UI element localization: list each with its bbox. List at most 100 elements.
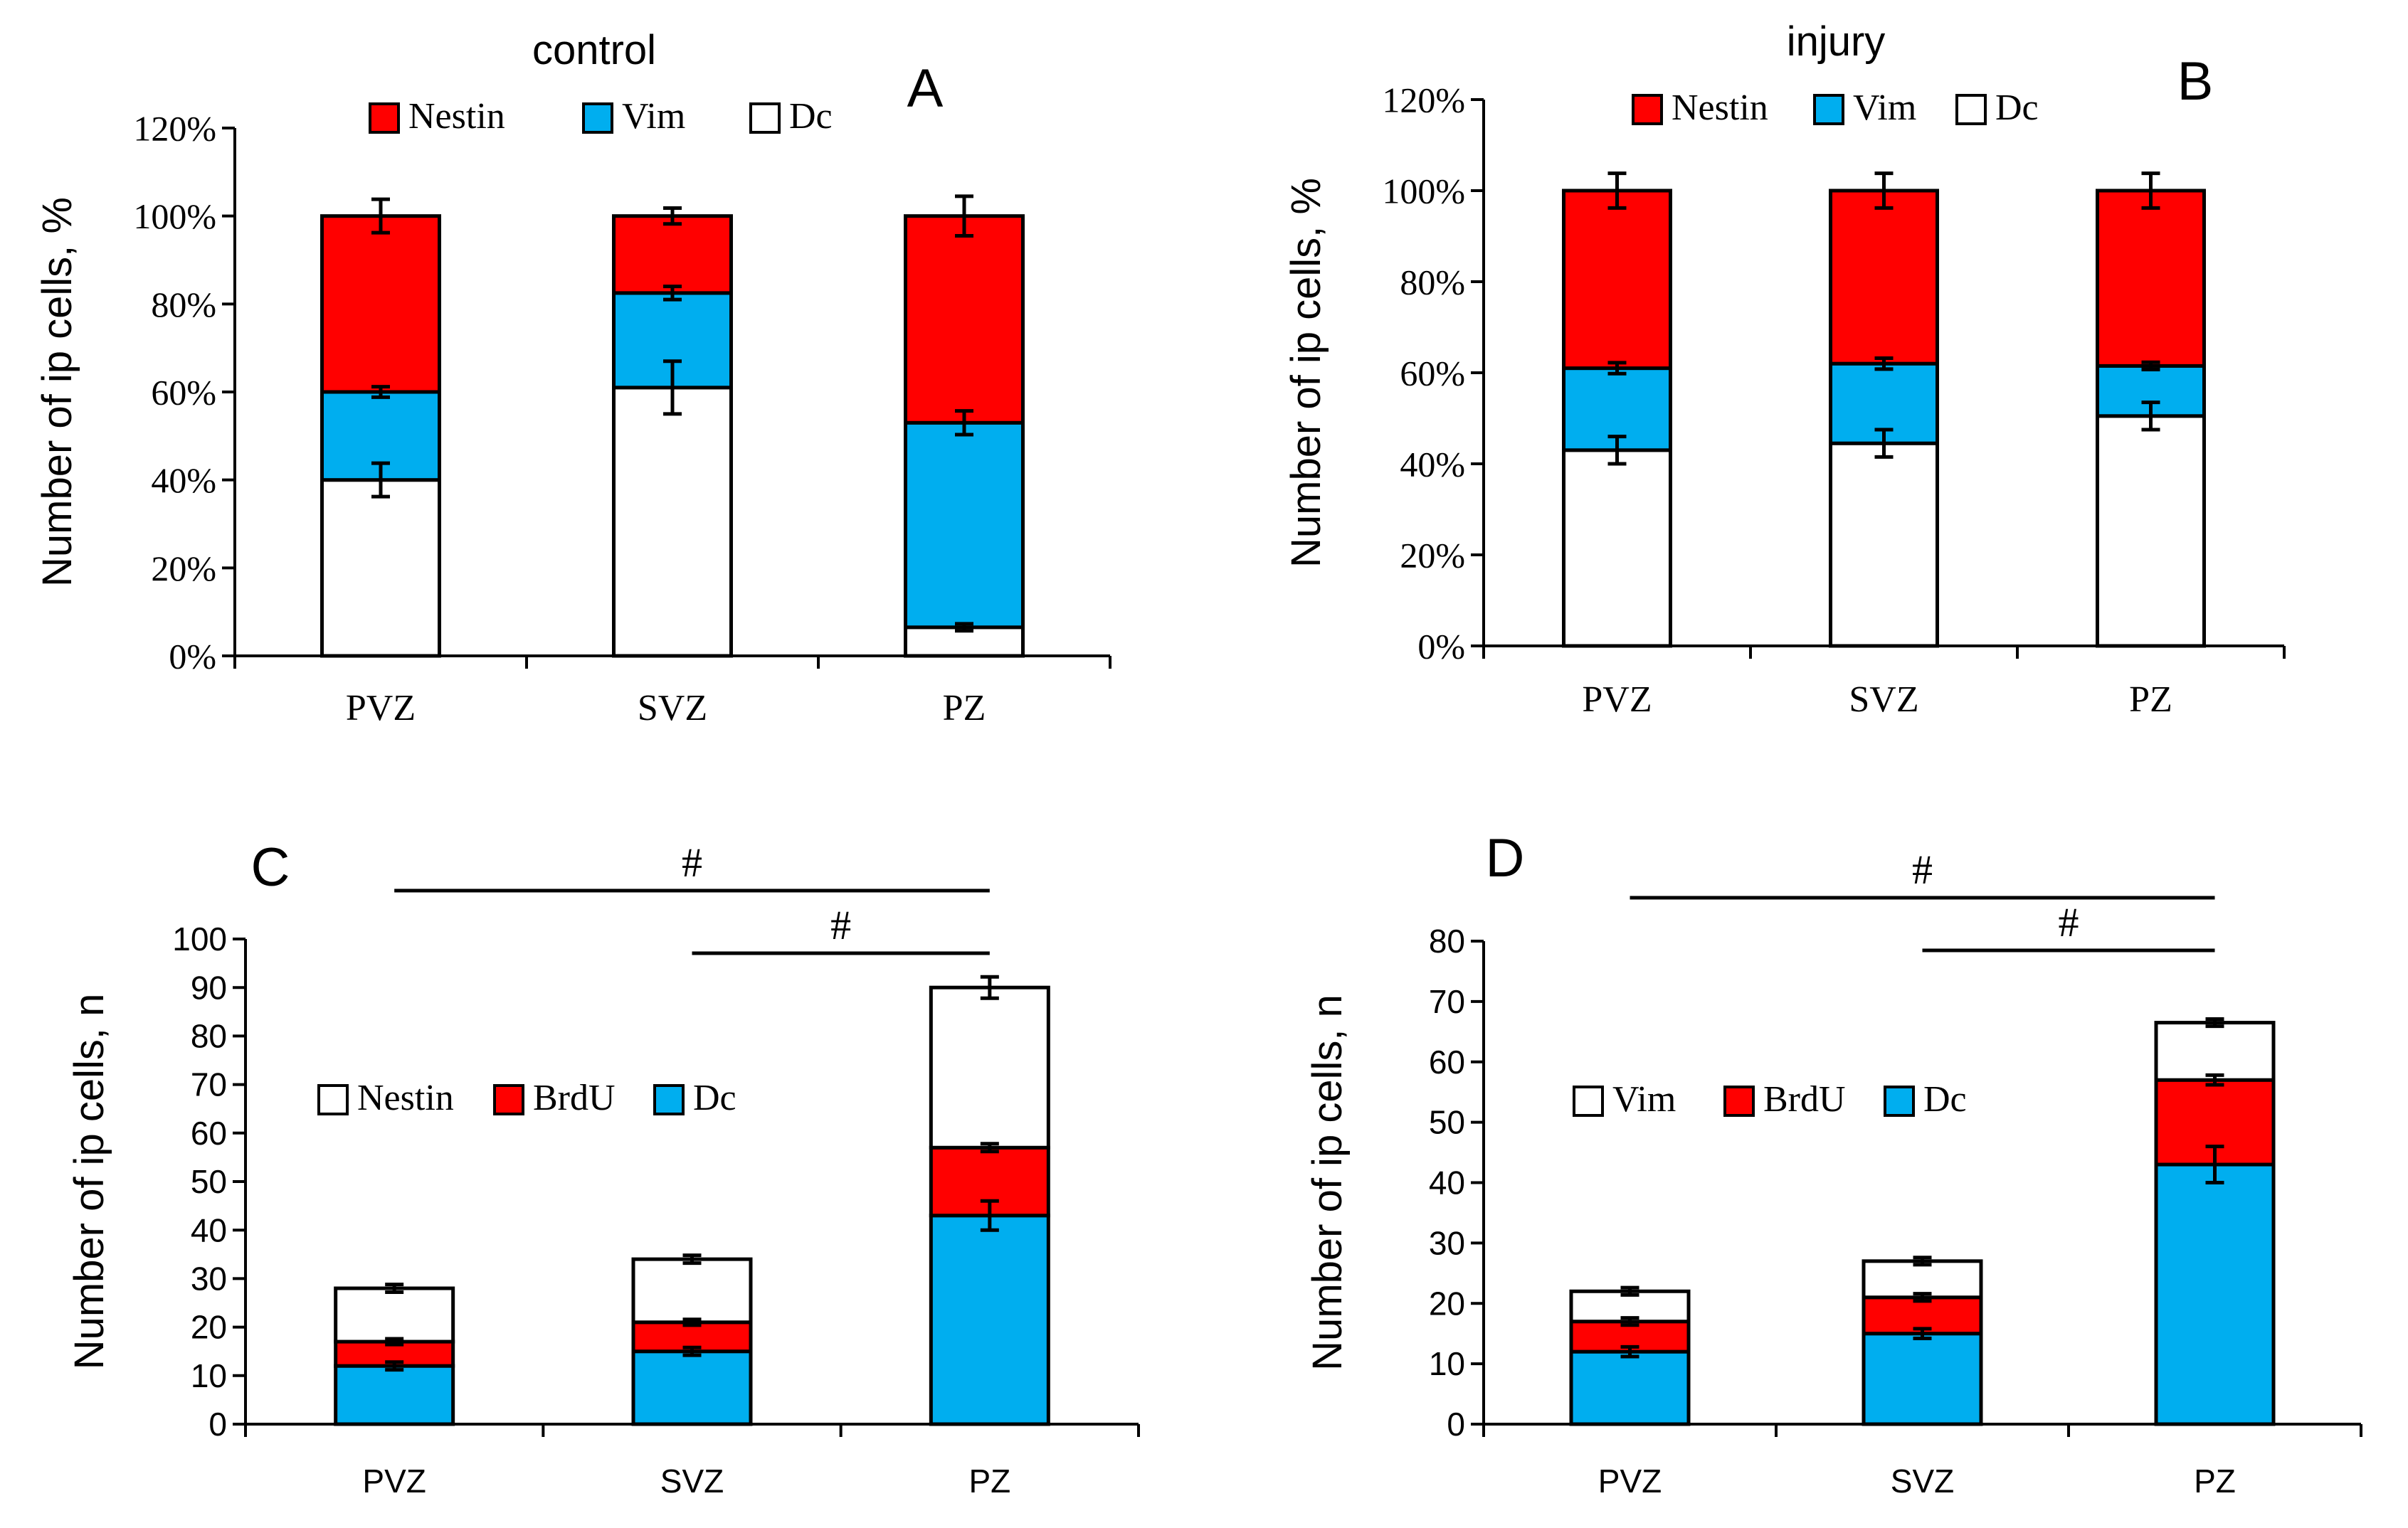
bar-dc-svz	[631, 1349, 753, 1426]
y-axis-label: Number of ip cells, %	[1283, 178, 1329, 568]
y-tick-label: 30	[1429, 1224, 1465, 1261]
chart-title: control	[532, 27, 656, 73]
panel-a: 0% 20% 40% 60% 80% 100% 120% PVZ SVZ PZ Number of …	[34, 27, 1111, 728]
legend-swatch-dc	[653, 1084, 685, 1115]
y-tick-label: 80	[191, 1018, 227, 1055]
y-tick-label: 80%	[151, 285, 216, 324]
y-axis-label: Number of ip cells, %	[34, 197, 80, 587]
x-tick-label: SVZ	[660, 1463, 724, 1500]
legend-label-nestin: Nestin	[1672, 87, 1768, 128]
y-tick-label: 60%	[1400, 354, 1465, 393]
x-tick-label: SVZ	[1891, 1463, 1954, 1500]
y-tick-label: 20%	[151, 548, 216, 588]
y-tick-label: 60%	[151, 373, 216, 413]
y-tick-label: 70	[1429, 983, 1465, 1020]
legend: Nestin Vim Dc	[369, 96, 833, 137]
bar-dc-pz	[2096, 414, 2206, 648]
y-tick-label: 100%	[133, 196, 216, 236]
bar-vim-svz	[1862, 1259, 1983, 1300]
y-tick-label: 120%	[133, 109, 216, 149]
panel-c: 0 10 20 30 40 50 60 70 80 90 100 PVZ SVZ PZ Number of …	[66, 837, 1140, 1500]
significance-marker: #	[2059, 899, 2079, 945]
bar-dc-pvz	[1562, 448, 1672, 648]
panel-d: 0 10 20 30 40 50 60 70 80 PVZ SVZ PZ Number of ip ce…	[1304, 828, 2362, 1500]
x-tick-label: PVZ	[1598, 1463, 1662, 1500]
x-tick-label: PZ	[968, 1463, 1010, 1500]
y-tick-label: 0%	[1417, 627, 1465, 667]
legend-label-nestin: Nestin	[357, 1078, 454, 1118]
bar-nestin-svz	[1829, 189, 1939, 366]
legend-label-dc: Dc	[1995, 87, 2039, 128]
legend-label-vim: Vim	[1853, 87, 1916, 128]
y-axis-label: Number of ip cells, n	[66, 994, 112, 1370]
y-tick-label: 0	[208, 1406, 227, 1443]
legend: Nestin BrdU Dc	[317, 1078, 736, 1118]
legend-swatch-vim	[582, 102, 613, 134]
x-tick-label: SVZ	[1849, 679, 1918, 720]
panel-letter: B	[2177, 51, 2214, 112]
legend-swatch-nestin	[369, 102, 400, 134]
legend-swatch-dc	[749, 102, 781, 134]
legend-swatch-brdu	[1723, 1086, 1755, 1117]
y-tick-label: 10	[191, 1357, 227, 1394]
y-tick-label: 20	[1429, 1285, 1465, 1322]
bar-vim-pz	[904, 420, 1025, 630]
y-tick-label: 10	[1429, 1345, 1465, 1382]
legend-swatch-nestin	[1632, 94, 1663, 125]
y-tick-label: 40%	[1400, 445, 1465, 484]
y-tick-label: 80	[1429, 923, 1465, 960]
bar-nestin-svz	[631, 1257, 753, 1325]
bar-dc-pvz	[320, 478, 441, 658]
y-tick-label: 100%	[1382, 171, 1465, 211]
bar-dc-pvz	[334, 1364, 455, 1426]
legend-swatch-dc	[1955, 94, 1987, 125]
y-tick-label: 0%	[169, 637, 216, 677]
significance-marker: #	[830, 902, 851, 948]
y-tick-label: 20	[191, 1309, 227, 1346]
legend-label-vim: Vim	[622, 96, 685, 137]
bar-nestin-pz	[2096, 189, 2206, 368]
x-tick-label: PZ	[2129, 679, 2172, 720]
bar-nestin-pvz	[1562, 189, 1672, 371]
bar-dc-svz	[1862, 1332, 1983, 1426]
bar-nestin-pvz	[320, 214, 441, 394]
bar-dc-pz	[929, 1214, 1050, 1426]
y-tick-label: 30	[191, 1261, 227, 1298]
bar-dc-svz	[612, 386, 733, 658]
bar-vim-pz	[2154, 1021, 2276, 1082]
legend-swatch-dc	[1884, 1086, 1915, 1117]
panel-b: 0% 20% 40% 60% 80% 100% 120% PVZ SVZ PZ Number of …	[1283, 18, 2286, 720]
panel-letter: C	[251, 837, 290, 898]
legend-label-vim: Vim	[1612, 1079, 1676, 1120]
legend-label-nestin: Nestin	[408, 96, 505, 137]
x-tick-label: SVZ	[638, 688, 707, 728]
panel-letter: D	[1486, 828, 1525, 888]
bar-dc-pvz	[1569, 1349, 1691, 1426]
x-tick-label: PVZ	[362, 1463, 426, 1500]
legend-label-dc: Dc	[693, 1078, 736, 1118]
y-tick-label: 0	[1447, 1406, 1465, 1443]
legend-label-brdu: BrdU	[533, 1078, 616, 1118]
y-tick-label: 40	[191, 1211, 227, 1248]
legend-swatch-nestin	[317, 1084, 349, 1115]
legend-swatch-brdu	[493, 1084, 524, 1115]
bar-nestin-pz	[929, 985, 1050, 1150]
bar-nestin-pz	[904, 214, 1025, 425]
legend-label-dc: Dc	[1923, 1079, 1967, 1120]
chart-title: injury	[1787, 18, 1886, 65]
y-tick-label: 40%	[151, 460, 216, 500]
y-tick-label: 20%	[1400, 536, 1465, 575]
legend-label-dc: Dc	[789, 96, 833, 137]
significance-marker: #	[1912, 847, 1933, 893]
x-tick-label: PVZ	[1582, 679, 1652, 720]
significance-marker: #	[682, 839, 702, 886]
y-tick-label: 60	[191, 1115, 227, 1152]
y-tick-label: 50	[1429, 1104, 1465, 1141]
bar-nestin-pvz	[334, 1286, 455, 1344]
legend-swatch-vim	[1573, 1086, 1604, 1117]
legend-label-brdu: BrdU	[1763, 1079, 1846, 1120]
panel-letter: A	[907, 58, 944, 119]
x-tick-label: PVZ	[346, 688, 416, 728]
legend: Vim BrdU Dc	[1573, 1079, 1967, 1120]
y-tick-label: 60	[1429, 1044, 1465, 1081]
